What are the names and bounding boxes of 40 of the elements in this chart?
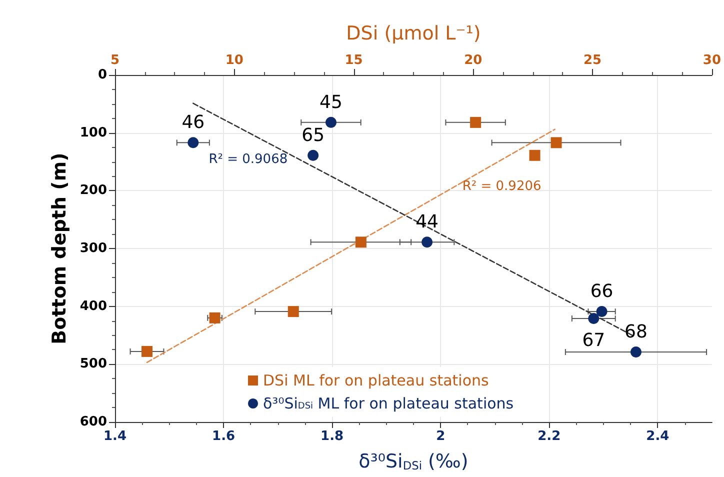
x-tick-label: 1.6 [212, 429, 236, 444]
legend-label: δ³⁰SiDSi ML for on plateau stations [263, 394, 514, 412]
y-tick-label: 100 [80, 125, 107, 140]
annotation: R² = 0.9068 [208, 152, 288, 167]
x2-tick-label: 30 [702, 53, 721, 68]
x2-tick-label: 20 [464, 53, 482, 68]
annotation: 65 [302, 124, 325, 146]
x-tick-label: 2.4 [646, 429, 670, 444]
x-tick-label: 2 [436, 429, 446, 444]
x-tick-label: 1.4 [103, 429, 127, 444]
x2-tick-label: 10 [225, 53, 244, 68]
point [588, 312, 600, 324]
point [308, 150, 319, 161]
y-tick-label: 0 [98, 68, 107, 82]
point [596, 306, 608, 318]
annotation: 45 [320, 92, 342, 113]
point [326, 116, 336, 128]
annotation: 68 [624, 322, 648, 343]
x2-tick-label: 5 [110, 53, 120, 68]
x2-tick-label: 15 [344, 53, 363, 68]
annotation: 67 [582, 330, 606, 351]
point [422, 236, 433, 248]
point [630, 346, 642, 358]
y-tick-label: 200 [80, 183, 107, 198]
x-axis-title: δ³⁰SiDSi (‰) [358, 450, 468, 472]
x2-tick-label: 25 [584, 53, 602, 68]
y-tick-label: 400 [80, 298, 107, 314]
y-axis-title: Bottom depth (m) [48, 152, 70, 344]
annotation: 46 [182, 112, 205, 134]
point [188, 137, 199, 148]
annotation: 44 [416, 212, 438, 233]
x-tick-label: 1.8 [320, 429, 344, 444]
annotation: R² = 0.9206 [462, 179, 542, 194]
legend-label: DSi ML for on plateau stations [263, 372, 489, 390]
annotation: 66 [590, 281, 614, 302]
x-tick-label: 2.2 [538, 429, 561, 444]
y-tick-label: 500 [80, 356, 107, 372]
y-tick-label: 600 [80, 414, 107, 430]
y-tick-label: 300 [80, 241, 107, 256]
x2-axis-title: DSi (µmol L⁻¹) [346, 22, 481, 44]
